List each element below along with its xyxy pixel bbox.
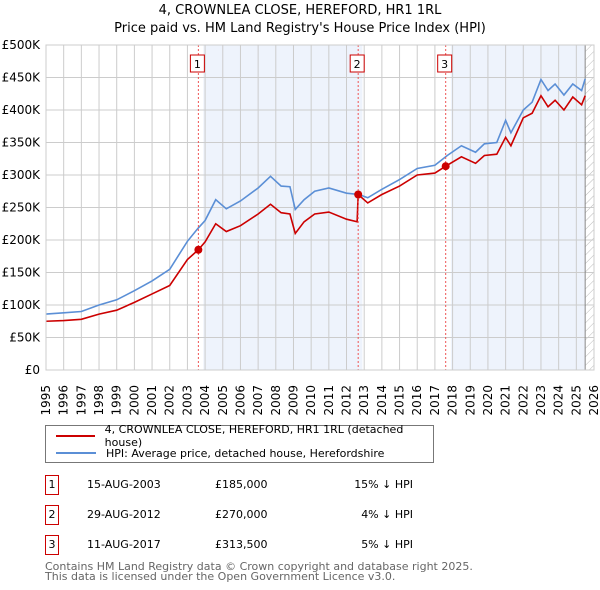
transaction-price: £185,000 [215,478,268,491]
y-tick-label: £0 [25,363,40,377]
chart-subtitle: Price paid vs. HM Land Registry's House … [114,21,486,36]
x-tick-label: 2012 [340,385,354,416]
x-tick-label: 1999 [110,385,124,416]
x-tick-label: 1995 [39,385,53,416]
chart-title: 4, CROWNLEA CLOSE, HEREFORD, HR1 1RL [159,3,443,18]
x-tick-label: 2000 [127,385,141,416]
x-tick-label: 2013 [357,385,371,416]
transaction-marker: 3 [45,535,59,555]
x-tick-label: 1998 [92,385,106,416]
y-tick-label: £250K [2,201,42,215]
transaction-date: 11-AUG-2017 [87,538,161,551]
x-tick-label: 2018 [446,385,460,416]
y-tick-label: £50K [9,331,41,345]
sale-label-box [349,54,365,73]
y-tick-label: £400K [2,103,42,117]
sale-label: 1 [194,58,201,71]
legend: 4, CROWNLEA CLOSE, HEREFORD, HR1 1RL (de… [45,423,434,463]
legend-label: 4, CROWNLEA CLOSE, HEREFORD, HR1 1RL (de… [104,423,404,449]
sale-point [194,245,203,254]
transaction-date: 15-AUG-2003 [87,478,161,491]
x-tick-label: 2009 [286,385,300,416]
x-tick-label: 2003 [180,385,194,416]
transaction-hpi-diff: 15% ↓ HPI [354,478,413,491]
sale-label: 2 [354,58,361,71]
y-tick-label: £450K [2,71,42,85]
y-tick-label: £300K [2,168,42,182]
x-tick-label: 2002 [163,385,177,416]
legend-label: HPI: Average price, detached house, Here… [106,446,385,460]
x-tick-label: 2023 [534,385,548,416]
x-tick-label: 2022 [516,385,530,416]
legend-item-hpi: HPI: Average price, detached house, Here… [56,445,384,461]
x-tick-label: 1996 [57,385,71,416]
x-tick-label: 2011 [322,385,336,416]
transaction-marker: 1 [45,475,59,495]
legend-line-red [56,435,95,437]
y-tick-label: £200K [2,233,42,247]
transaction-date: 29-AUG-2012 [87,508,161,521]
x-tick-label: 2025 [569,385,583,416]
legend-line-blue [56,452,96,454]
x-tick-label: 2008 [269,385,283,416]
hpi-line [45,77,586,315]
x-tick-label: 2016 [410,385,424,416]
x-tick-label: 2001 [145,385,159,416]
y-tick-label: £150K [2,266,42,280]
x-tick-label: 2004 [198,385,212,416]
footer-licence: This data is licensed under the Open Gov… [45,570,396,583]
transaction-hpi-diff: 5% ↓ HPI [361,538,413,551]
property-price-line [45,94,586,323]
x-tick-label: 1997 [74,385,88,416]
y-tick-label: £350K [2,136,42,150]
x-tick-label: 2021 [499,385,513,416]
y-tick-label: £500K [2,38,42,52]
transaction-price: £270,000 [215,508,268,521]
transaction-marker: 2 [45,505,59,525]
x-tick-label: 2005 [216,385,230,416]
x-tick-label: 2015 [393,385,407,416]
y-tick-label: £100K [2,298,42,312]
x-tick-label: 2006 [233,385,247,416]
sale-point [354,190,363,199]
transaction-hpi-diff: 4% ↓ HPI [361,508,413,521]
price-chart: 4, CROWNLEA CLOSE, HEREFORD, HR1 1RL Pri… [2,3,600,416]
sale-label: 3 [441,58,448,71]
x-tick-label: 2024 [552,385,566,416]
transaction-price: £313,500 [215,538,268,551]
plot-border [45,44,595,371]
x-tick-label: 2014 [375,385,389,416]
x-tick-label: 2010 [304,385,318,416]
x-tick-label: 2019 [463,385,477,416]
x-tick-label: 2020 [481,385,495,416]
legend-item-property: 4, CROWNLEA CLOSE, HEREFORD, HR1 1RL (de… [56,423,433,449]
sale-label-box [189,54,205,73]
x-tick-label: 2017 [428,385,442,416]
footer-copyright: Contains HM Land Registry data © Crown c… [45,560,473,573]
sale-point [441,162,450,171]
x-tick-label: 2026 [587,385,600,416]
x-tick-label: 2007 [251,385,265,416]
sale-label-box [437,54,453,73]
